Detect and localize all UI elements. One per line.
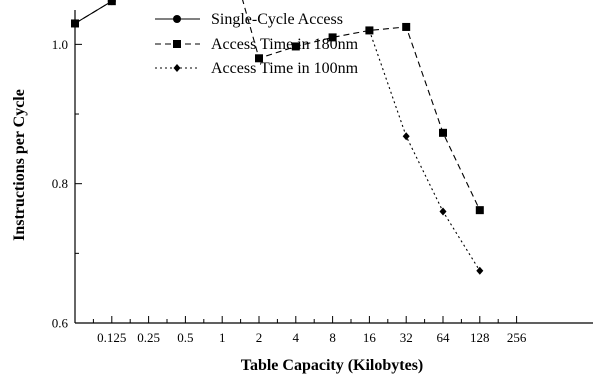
data-point <box>107 0 116 6</box>
y-tick-label: 1.0 <box>52 37 68 52</box>
data-point <box>402 22 411 31</box>
series-2 <box>71 0 484 215</box>
x-tick-label: 1 <box>219 330 226 345</box>
data-point <box>365 26 373 35</box>
x-tick-label: 4 <box>293 330 300 345</box>
y-tick-label: 0.8 <box>52 176 68 191</box>
data-point <box>475 206 484 215</box>
x-tick-label: 0.5 <box>177 330 193 345</box>
x-tick-label: 128 <box>470 330 490 345</box>
y-axis-ticks: 0.60.81.01.21.4 <box>52 37 82 331</box>
x-tick-label: 32 <box>400 330 413 345</box>
data-point <box>328 33 337 42</box>
legend-marker <box>173 64 181 72</box>
data-point <box>402 132 410 141</box>
x-tick-label: 0.125 <box>97 330 126 345</box>
x-axis-label: Table Capacity (Kilobytes) <box>241 357 424 374</box>
x-tick-label: 256 <box>507 330 527 345</box>
legend-item-3: Access Time in 100nm <box>155 60 359 77</box>
x-tick-label: 8 <box>329 330 336 345</box>
legend-label: Access Time in 180nm <box>211 36 359 53</box>
data-point <box>439 207 447 216</box>
data-point <box>255 54 263 63</box>
data-point <box>71 19 79 28</box>
y-axis-label: Instructions per Cycle <box>11 89 28 241</box>
series-line <box>368 30 481 272</box>
series-line <box>74 0 481 211</box>
y-tick-label: 0.6 <box>52 316 69 331</box>
legend-marker <box>173 15 181 23</box>
legend-label: Single-Cycle Access <box>211 11 343 28</box>
x-axis-ticks: 0.125 0.25 0.5 1 2 4 8 16 32 64 128 256 <box>92 316 527 345</box>
legend-item-1: Single-Cycle Access <box>155 11 343 28</box>
legend-label: Access Time in 100nm <box>211 60 359 77</box>
x-tick-label: 16 <box>363 330 377 345</box>
data-point <box>476 266 484 275</box>
legend: Single-Cycle Access Access Time in 180nm A… <box>155 11 359 77</box>
axes <box>74 10 593 324</box>
legend-item-2: Access Time in 180nm <box>155 36 359 53</box>
data-point <box>439 128 447 137</box>
data-point <box>291 42 300 51</box>
series-3 <box>365 26 484 275</box>
x-tick-label: 2 <box>256 330 263 345</box>
series-group <box>71 0 484 275</box>
x-tick-label: 0.25 <box>137 330 160 345</box>
x-tick-label: 64 <box>437 330 451 345</box>
legend-marker <box>173 40 181 48</box>
